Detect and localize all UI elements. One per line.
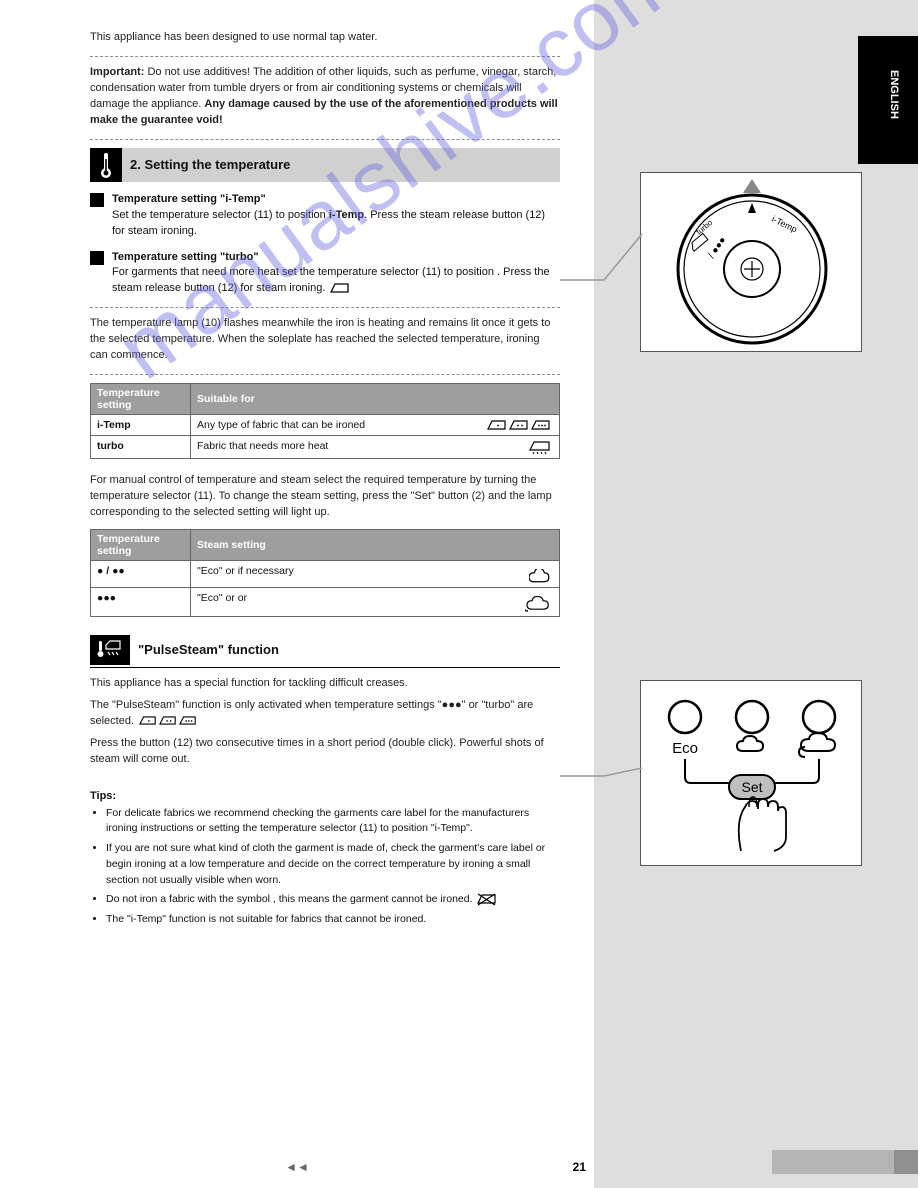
bullet-itemp: Temperature setting "i-Temp" Set the tem… [90, 192, 560, 240]
intro-important: Important: Do not use additives! The add… [90, 65, 560, 129]
pulse-underline [90, 667, 560, 668]
bullet-turbo-text: Temperature setting "turbo" For garments… [112, 250, 560, 298]
svg-text:Set: Set [741, 779, 762, 795]
temp-header: 2. Setting the temperature [90, 148, 560, 182]
list-item: If you are not sure what kind of cloth t… [106, 841, 560, 888]
bullet-turbo: Temperature setting "turbo" For garments… [90, 250, 560, 298]
list-item: The "i-Temp" function is not suitable fo… [106, 912, 560, 928]
pulse-header: "PulseSteam" function [90, 635, 560, 665]
table-row: i-Temp Any type of fabric that can be ir… [91, 415, 560, 436]
list-item: Do not iron a fabric with the symbol , t… [106, 892, 560, 908]
iron-turbo-icon [330, 282, 350, 294]
pulse-p3: Press the button (12) two consecutive ti… [90, 736, 560, 768]
svg-text:Eco: Eco [672, 740, 698, 757]
iron-dots-icons [487, 419, 551, 431]
page-arrows: ◄◄ [0, 1160, 594, 1174]
language-label: ENGLISH [888, 70, 900, 119]
td-steam1: "Eco" or if necessary [191, 560, 560, 587]
temp-table: Temperature setting Suitable for i-Temp … [90, 383, 560, 459]
tips-section: Tips: For delicate fabrics we recommend … [90, 790, 560, 928]
square-bullet-icon [90, 193, 104, 207]
divider-3 [90, 307, 560, 308]
itemp-inline: i-Temp [329, 209, 364, 221]
pulse-p1: This appliance has a special function fo… [90, 676, 560, 692]
td-turbo: turbo [91, 436, 191, 459]
heating-note: The temperature lamp (10) flashes meanwh… [90, 316, 560, 364]
divider-1 [90, 56, 560, 57]
table-row: Temperature setting Suitable for [91, 384, 560, 415]
dial-svg: i-Temp turbo / ●●● [641, 173, 863, 353]
pulse-steam-icon [90, 635, 130, 665]
page-root: ENGLISH i-Temp turbo / ●●● [0, 0, 918, 1188]
thermometer-icon [90, 148, 122, 182]
th-temp2: Temperature setting [91, 529, 191, 560]
main-column: This appliance has been designed to use … [90, 30, 560, 932]
intro-line-a: This appliance has been designed to use … [90, 30, 560, 46]
square-bullet-icon [90, 251, 104, 265]
td-dots12: ● / ●● [91, 560, 191, 587]
illustration-dial: i-Temp turbo / ●●● [640, 172, 862, 352]
iron-dots-trio-icon [139, 715, 197, 726]
connector-dial [560, 228, 646, 288]
th-temp: Temperature setting [91, 384, 191, 415]
iron-steam-icon [529, 440, 551, 454]
cloud-med-icon [529, 569, 551, 583]
divider-2 [90, 139, 560, 140]
tips-head: Tips: [90, 790, 560, 802]
th-suitable: Suitable for [191, 384, 560, 415]
table-row: turbo Fabric that needs more heat [91, 436, 560, 459]
temp-title: 2. Setting the temperature [122, 148, 560, 182]
connector-set [560, 762, 646, 792]
important-label: Important: [90, 66, 144, 78]
footer-tab-dark [894, 1150, 918, 1174]
table-row: ●●● "Eco" or or [91, 587, 560, 616]
pulse-title: "PulseSteam" function [130, 635, 279, 665]
table-row: Temperature setting Steam setting [91, 529, 560, 560]
td-turbo-desc: Fabric that needs more heat [191, 436, 560, 459]
pulse-p2: The "PulseSteam" function is only activa… [90, 698, 560, 730]
steam-table: Temperature setting Steam setting ● / ●●… [90, 529, 560, 617]
th-steam: Steam setting [191, 529, 560, 560]
do-not-iron-icon [477, 893, 497, 907]
manual-control-text: For manual control of temperature and st… [90, 473, 560, 521]
list-item: For delicate fabrics we recommend checki… [106, 806, 560, 838]
page-number: 21 [573, 1160, 586, 1174]
cloud-big-icon [525, 596, 551, 612]
divider-4 [90, 374, 560, 375]
set-svg: Eco Set [641, 681, 863, 867]
table-row: ● / ●● "Eco" or if necessary [91, 560, 560, 587]
td-itemp: i-Temp [91, 415, 191, 436]
td-steam2: "Eco" or or [191, 587, 560, 616]
bullet-itemp-text: Temperature setting "i-Temp" Set the tem… [112, 192, 560, 240]
td-itemp-desc: Any type of fabric that can be ironed [191, 415, 560, 436]
td-dots3: ●●● [91, 587, 191, 616]
illustration-set-button: Eco Set [640, 680, 862, 866]
